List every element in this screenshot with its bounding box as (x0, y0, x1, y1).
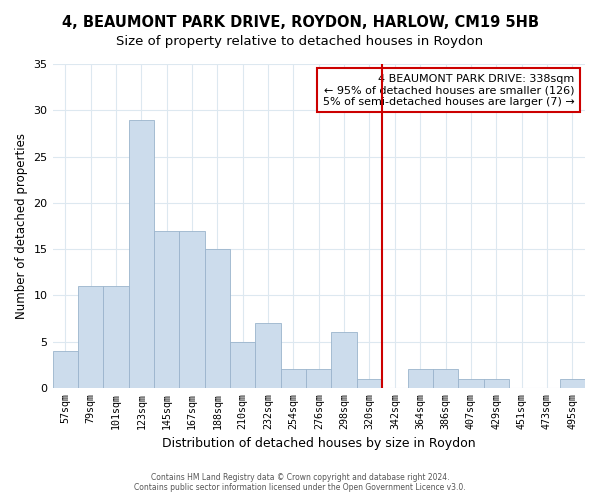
Bar (407, 370, 433, 388)
Text: Contains HM Land Registry data © Crown copyright and database right 2024.
Contai: Contains HM Land Registry data © Crown c… (134, 473, 466, 492)
Bar (128, 120, 154, 388)
Bar (306, 370, 331, 388)
Y-axis label: Number of detached properties: Number of detached properties (15, 133, 28, 319)
Bar (458, 378, 484, 388)
Bar (331, 332, 357, 388)
Bar (78, 286, 103, 388)
Bar (433, 370, 458, 388)
Bar (205, 249, 230, 388)
X-axis label: Distribution of detached houses by size in Roydon: Distribution of detached houses by size … (162, 437, 476, 450)
Bar (179, 230, 205, 388)
Bar (281, 370, 306, 388)
Bar (154, 230, 179, 388)
Bar (357, 378, 382, 388)
Text: 4 BEAUMONT PARK DRIVE: 338sqm
← 95% of detached houses are smaller (126)
5% of s: 4 BEAUMONT PARK DRIVE: 338sqm ← 95% of d… (323, 74, 574, 107)
Bar (256, 323, 281, 388)
Text: Size of property relative to detached houses in Roydon: Size of property relative to detached ho… (116, 35, 484, 48)
Bar (230, 342, 256, 388)
Bar (560, 378, 585, 388)
Text: 4, BEAUMONT PARK DRIVE, ROYDON, HARLOW, CM19 5HB: 4, BEAUMONT PARK DRIVE, ROYDON, HARLOW, … (62, 15, 539, 30)
Bar (53, 351, 78, 388)
Bar (103, 286, 128, 388)
Bar (484, 378, 509, 388)
